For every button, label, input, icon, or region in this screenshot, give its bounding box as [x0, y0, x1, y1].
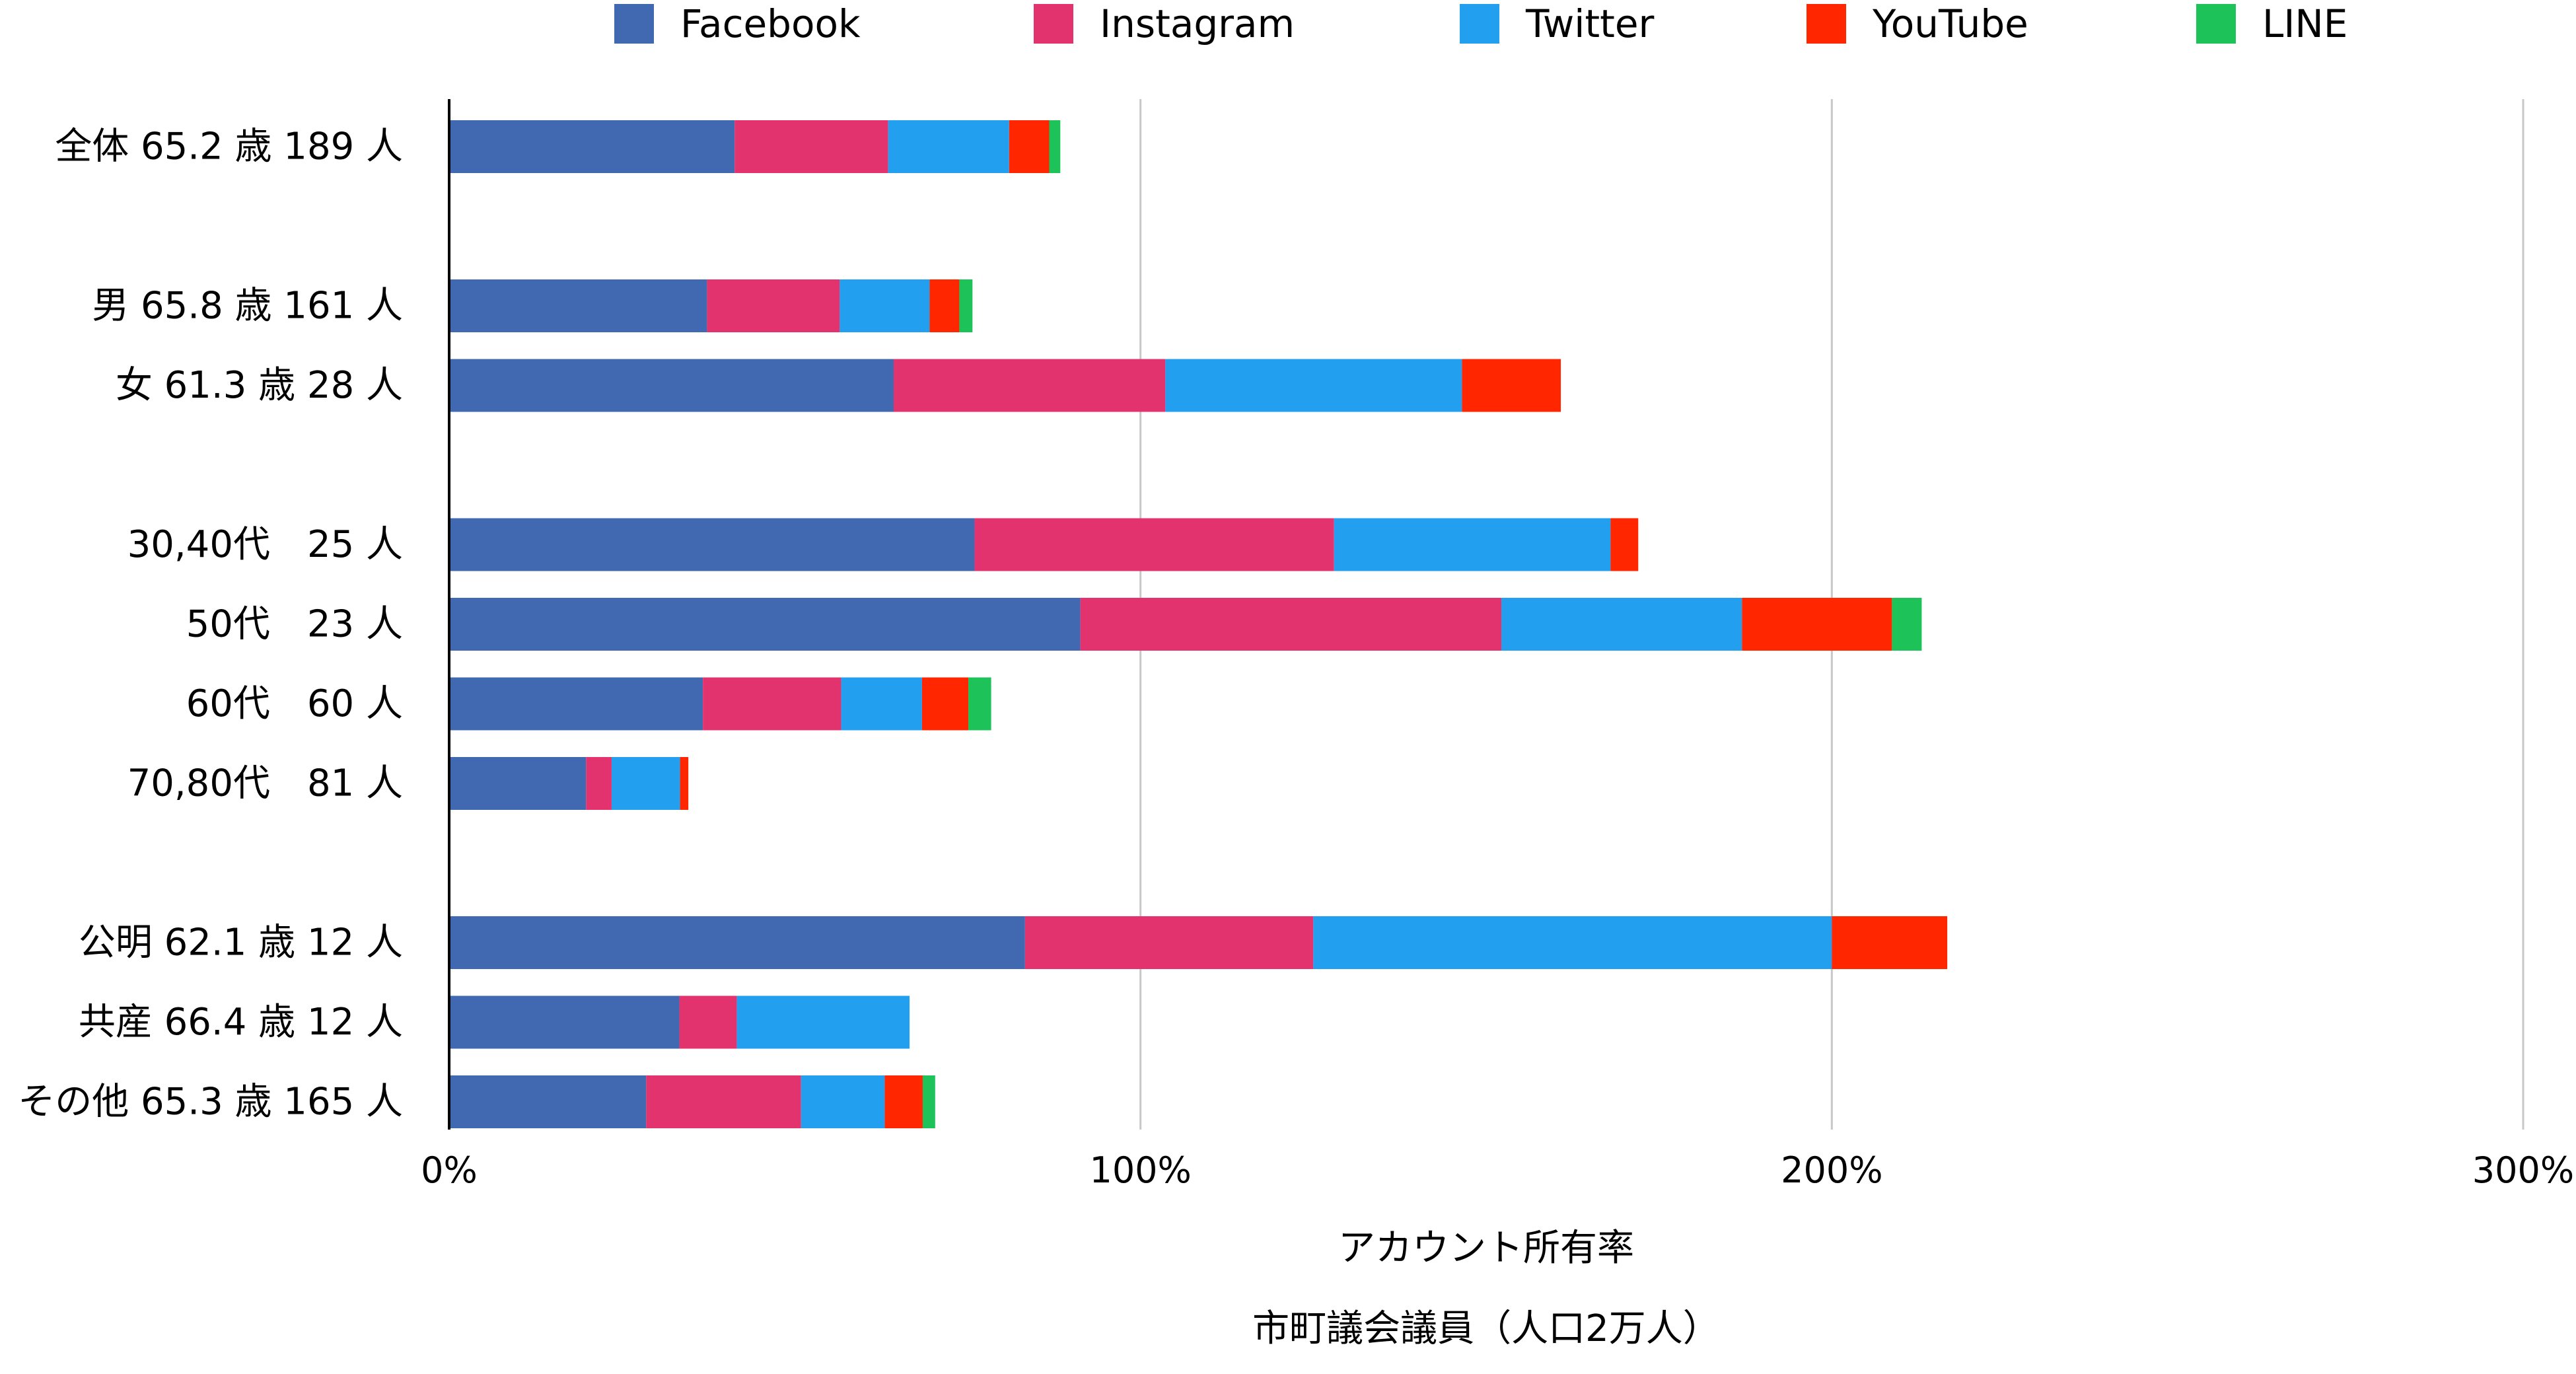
bar-segment-twitter: [801, 1075, 885, 1128]
bar-segment-instagram: [586, 757, 612, 810]
bar-segment-youtube: [1462, 359, 1561, 412]
bar-segment-facebook: [449, 1075, 647, 1128]
bar-segment-instagram: [679, 995, 737, 1049]
bar-segment-youtube: [1832, 916, 1948, 969]
bars: [449, 120, 1948, 1128]
category-label: その他 65.3 歳 165 人: [18, 1081, 403, 1124]
bar-segment-youtube: [1742, 598, 1892, 651]
bar-segment-twitter: [888, 120, 1009, 173]
bar-segment-line: [1049, 120, 1061, 173]
category-labels: 全体 65.2 歳 189 人男 65.8 歳 161 人女 61.3 歳 28…: [18, 126, 403, 1124]
bar-segment-line: [922, 1075, 935, 1128]
legend-label: Instagram: [1100, 1, 1295, 46]
category-label: 女 61.3 歳 28 人: [116, 364, 403, 407]
x-tick-label: 0%: [421, 1149, 478, 1191]
category-label: 60代 60 人: [186, 682, 403, 725]
bar-segment-facebook: [449, 120, 735, 173]
legend-item-youtube: YouTube: [1807, 1, 2028, 46]
legend-swatch: [2196, 4, 2236, 44]
bar-segment-youtube: [884, 1075, 923, 1128]
bar-segment-facebook: [449, 757, 587, 810]
bar-segment-facebook: [449, 518, 975, 571]
legend-swatch: [614, 4, 654, 44]
x-axis-title: アカウント所有率: [1338, 1227, 1634, 1270]
bar-segment-twitter: [736, 995, 910, 1049]
bar-segment-youtube: [680, 757, 689, 810]
legend-label: Facebook: [680, 1, 861, 46]
bar-segment-youtube: [1610, 518, 1639, 571]
bar-segment-instagram: [707, 279, 840, 332]
bar-segment-twitter: [1501, 598, 1742, 651]
category-label: 70,80代 81 人: [127, 762, 403, 805]
category-label: 30,40代 25 人: [127, 523, 403, 566]
x-tick-label: 100%: [1089, 1149, 1191, 1191]
bar-segment-instagram: [646, 1075, 801, 1128]
bar-segment-twitter: [1313, 916, 1832, 969]
bar-segment-youtube: [921, 677, 969, 731]
category-label: 共産 66.4 歳 12 人: [79, 1001, 403, 1044]
bar-segment-facebook: [449, 279, 707, 332]
bar-segment-facebook: [449, 359, 894, 412]
legend-item-line: LINE: [2196, 1, 2347, 46]
category-label: 全体 65.2 歳 189 人: [55, 126, 403, 168]
bar-segment-twitter: [611, 757, 680, 810]
legend-label: Twitter: [1525, 1, 1655, 46]
legend: Facebook Instagram Twitter YouTube LINE: [614, 1, 2347, 46]
bar-segment-instagram: [703, 677, 841, 731]
category-label: 公明 62.1 歳 12 人: [79, 922, 403, 964]
bar-segment-facebook: [449, 677, 703, 731]
bar-segment-twitter: [1334, 518, 1611, 571]
bar-segment-line: [959, 279, 973, 332]
x-tick-labels: 0% 100% 200% 300%: [421, 1149, 2574, 1191]
legend-swatch: [1807, 4, 1846, 44]
bar-segment-twitter: [1165, 359, 1462, 412]
bar-segment-youtube: [1009, 120, 1050, 173]
bar-segment-instagram: [1080, 598, 1502, 651]
legend-label: YouTube: [1872, 1, 2028, 46]
bar-segment-facebook: [449, 598, 1081, 651]
bar-segment-facebook: [449, 995, 680, 1049]
legend-item-instagram: Instagram: [1034, 1, 1295, 46]
x-tick-label: 200%: [1781, 1149, 1882, 1191]
bar-segment-twitter: [841, 677, 922, 731]
bar-segment-line: [968, 677, 991, 731]
bar-segment-instagram: [974, 518, 1334, 571]
bar-segment-instagram: [1024, 916, 1314, 969]
bar-segment-youtube: [929, 279, 960, 332]
chart-caption: 市町議会議員（人口2万人）: [1252, 1307, 1720, 1350]
category-label: 50代 23 人: [186, 603, 403, 646]
x-tick-label: 300%: [2472, 1149, 2574, 1191]
legend-item-twitter: Twitter: [1460, 1, 1655, 46]
bar-segment-twitter: [840, 279, 930, 332]
category-label: 男 65.8 歳 161 人: [92, 285, 403, 328]
legend-swatch: [1034, 4, 1073, 44]
legend-swatch: [1460, 4, 1499, 44]
bar-segment-instagram: [734, 120, 888, 173]
bar-segment-instagram: [894, 359, 1166, 412]
legend-item-facebook: Facebook: [614, 1, 861, 46]
bar-segment-line: [1892, 598, 1922, 651]
legend-label: LINE: [2262, 1, 2347, 46]
bar-segment-facebook: [449, 916, 1025, 969]
